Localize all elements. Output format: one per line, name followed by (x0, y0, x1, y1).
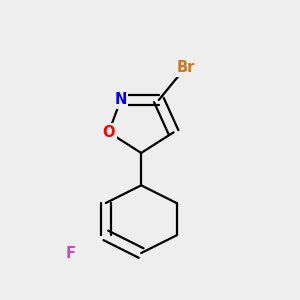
Text: N: N (114, 92, 127, 107)
Text: Br: Br (176, 60, 194, 75)
Text: F: F (65, 246, 76, 261)
Text: O: O (103, 125, 115, 140)
